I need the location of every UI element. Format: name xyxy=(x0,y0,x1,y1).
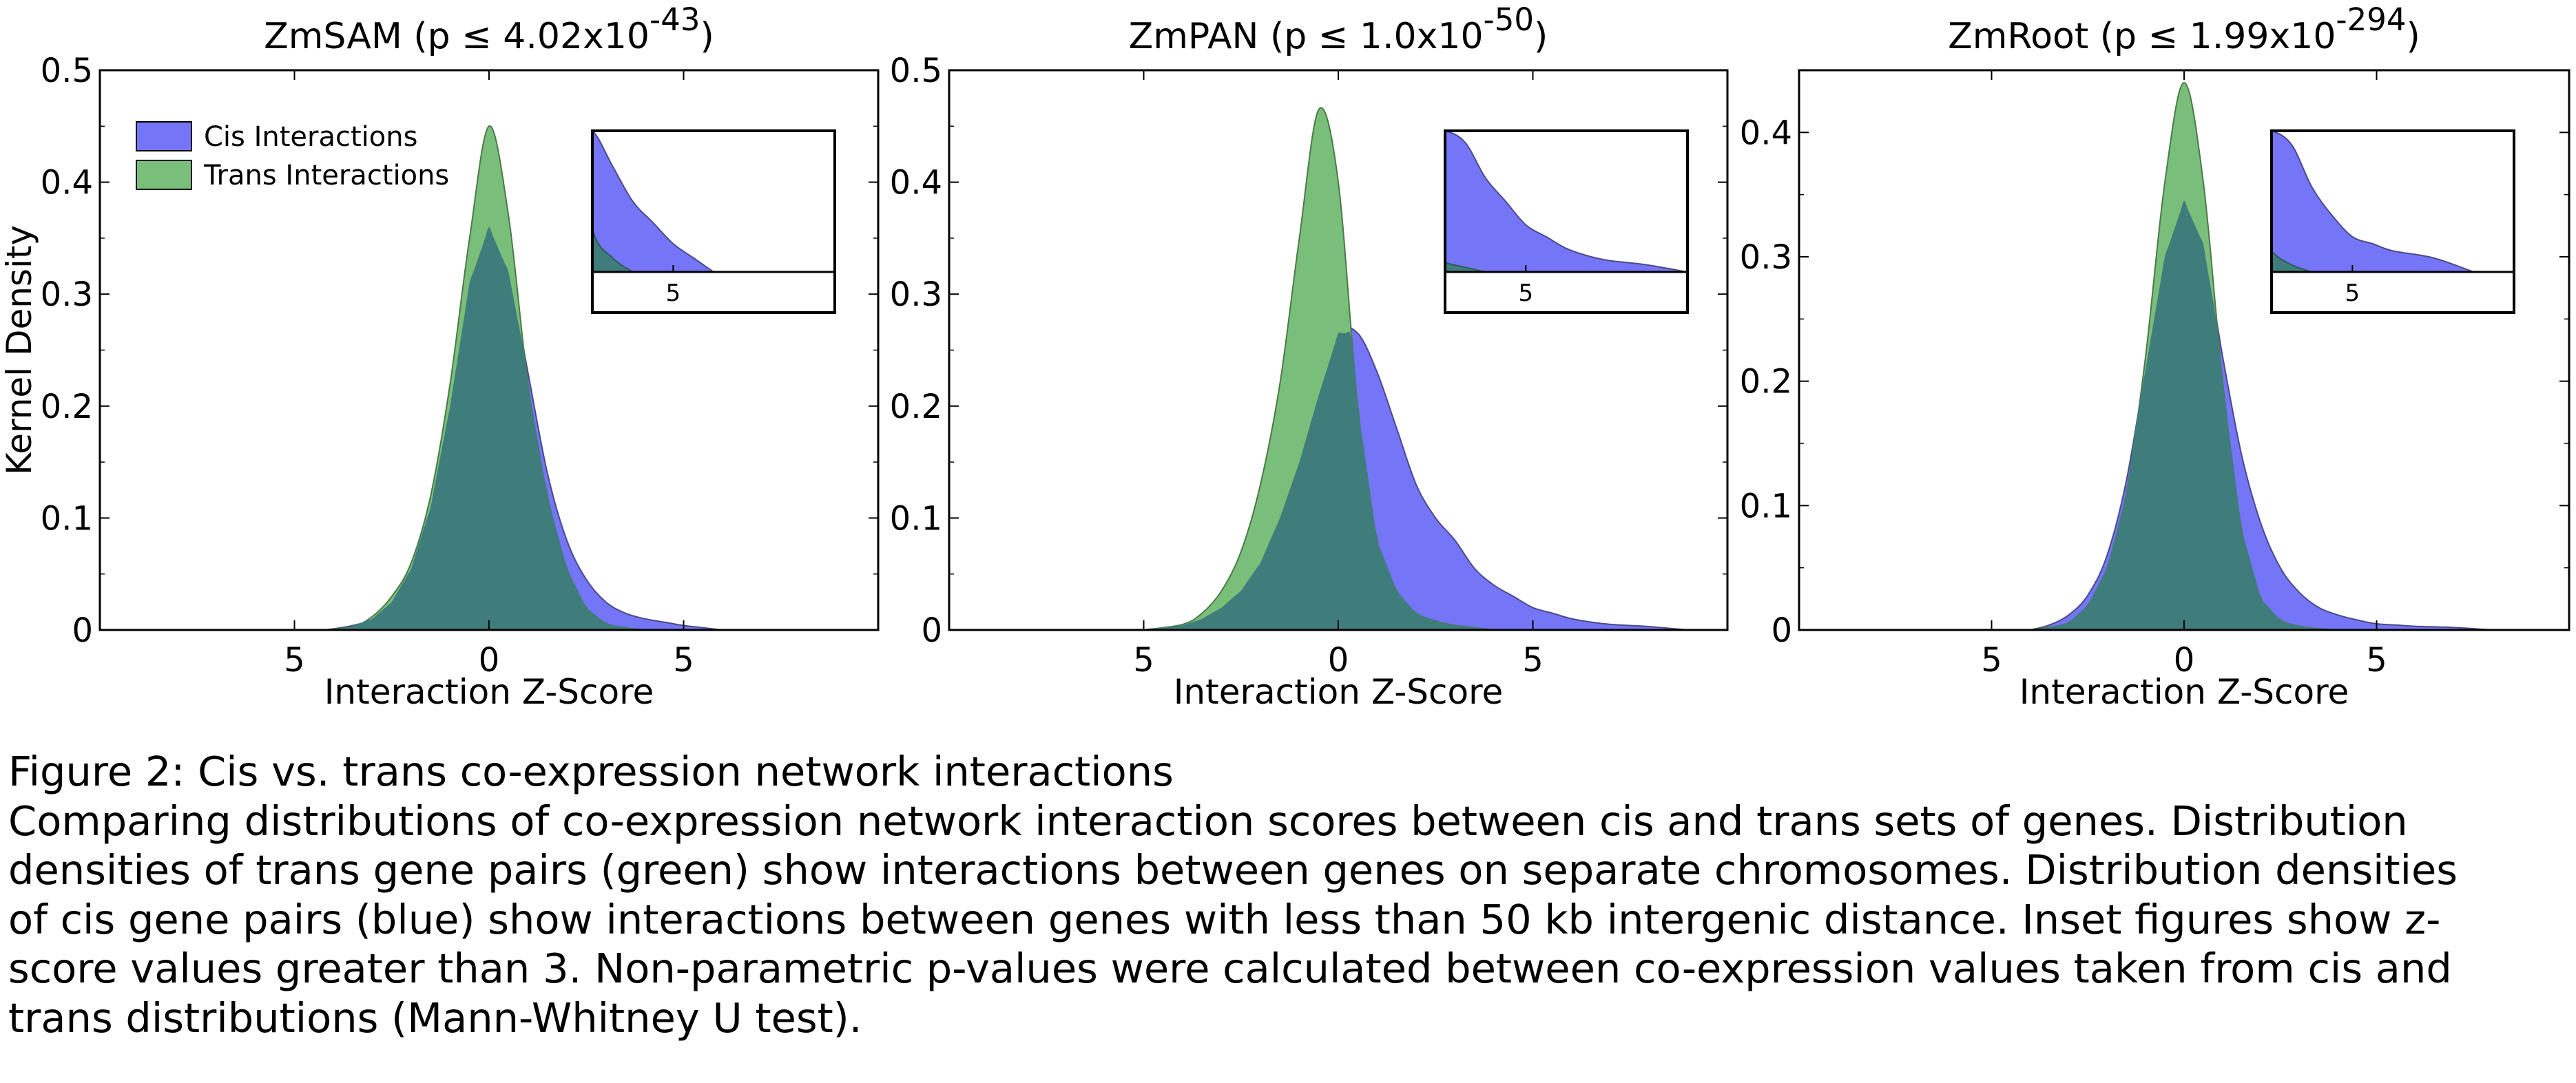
y-tick-label: 0 xyxy=(921,611,942,650)
x-tick-label: 5 xyxy=(1133,641,1154,680)
inset-x-tick-label: 5 xyxy=(1519,280,1534,307)
panel-3: ZmRoot (p ≤ 1.99x10-294) 0 0.1 0.2 0.3 0.4 5 0 5… xyxy=(1740,1,2570,712)
figure-caption: Figure 2: Cis vs. trans co-expression ne… xyxy=(8,747,2550,1042)
y-tick-label: 0.3 xyxy=(41,275,93,314)
inset-frame xyxy=(591,129,836,314)
y-tick-label: 0.4 xyxy=(41,164,93,202)
x-tick-label: 5 xyxy=(673,641,694,680)
y-tick-label: 0 xyxy=(72,611,93,650)
x-axis-label: Interaction Z-Score xyxy=(2019,672,2349,712)
inset-cis-area xyxy=(2272,131,2474,272)
plot-area xyxy=(949,107,1727,630)
inset-plot-area xyxy=(592,131,715,272)
y-tick-label: 0.1 xyxy=(890,499,942,538)
y-tick-label: 0.1 xyxy=(41,499,93,538)
y-tick-label: 0.4 xyxy=(1740,114,1792,152)
inset: 5 xyxy=(591,129,836,314)
panel-title: ZmPAN (p ≤ 1.0x10-50) xyxy=(1129,1,1548,58)
inset-x-tick-label: 5 xyxy=(2345,280,2360,307)
y-tick-label: 0.5 xyxy=(890,52,942,90)
y-tick-label: 0 xyxy=(1771,611,1792,650)
y-tick-label: 0.3 xyxy=(890,275,942,314)
y-tick-label: 0.5 xyxy=(41,52,93,90)
y-tick-label: 0.2 xyxy=(890,388,942,426)
inset-trans-area xyxy=(1445,262,1486,272)
legend-label-cis: Cis Interactions xyxy=(204,121,417,153)
inset-trans-area xyxy=(2272,249,2313,272)
inset-x-tick-label: 5 xyxy=(666,280,681,307)
inset-frame xyxy=(1444,129,1689,314)
x-tick-label: 0 xyxy=(1328,641,1349,680)
inset-plot-area xyxy=(1445,131,1687,272)
overlap-area xyxy=(949,331,1727,630)
caption-line-3: of cis gene pairs (blue) show interactio… xyxy=(8,895,2441,943)
x-tick-label: 5 xyxy=(284,641,305,680)
y-tick-label: 0.2 xyxy=(1740,363,1792,401)
x-axis-label: Interaction Z-Score xyxy=(324,672,654,712)
x-tick-label: 5 xyxy=(1522,641,1544,680)
overlap-area xyxy=(1799,200,2569,630)
y-tick-label: 0.3 xyxy=(1740,238,1792,277)
x-tick-label: 0 xyxy=(2174,641,2195,680)
inset-trans-area xyxy=(592,227,634,272)
x-tick-label: 5 xyxy=(2366,641,2387,680)
inset: 5 xyxy=(1444,129,1689,314)
y-axis-label: Kernel Density xyxy=(0,225,39,475)
caption-line-2: densities of trans gene pairs (green) sh… xyxy=(8,846,2458,894)
inset-plot-area xyxy=(2272,131,2474,272)
y-tick-label: 0.2 xyxy=(41,388,93,426)
inset: 5 xyxy=(2270,129,2515,314)
panel-2: ZmPAN (p ≤ 1.0x10-50) 0 0.1 0.2 0.3 0.4 0.5 5 0 5… xyxy=(890,1,1729,712)
plot-area xyxy=(100,125,878,630)
legend-swatch-trans xyxy=(136,160,192,190)
panel-title: ZmRoot (p ≤ 1.99x10-294) xyxy=(1948,1,2420,58)
panel-title: ZmSAM (p ≤ 4.02x10-43) xyxy=(264,1,714,58)
x-tick-label: 0 xyxy=(479,641,500,680)
inset-cis-area xyxy=(592,131,715,272)
caption-line-4: score values greater than 3. Non-paramet… xyxy=(8,945,2452,992)
y-tick-label: 0.1 xyxy=(1740,487,1792,525)
overlap-area xyxy=(100,227,878,630)
x-axis-label: Interaction Z-Score xyxy=(1174,672,1504,712)
caption-line-1: Comparing distributions of co-expression… xyxy=(8,797,2408,845)
caption-line-5: trans distributions (Mann-Whitney U test… xyxy=(8,993,862,1042)
panel-1: ZmSAM (p ≤ 4.02x10-43) 0 0.1 0.2 0.3 0.4 0.5 5 0… xyxy=(0,1,880,712)
inset-frame xyxy=(2270,129,2515,314)
legend: Cis Interactions Trans Interactions xyxy=(136,121,449,191)
figure-2-kde-plots: ZmSAM (p ≤ 4.02x10-43) 0 0.1 0.2 0.3 0.4 0.5 5 0… xyxy=(0,1,2570,712)
caption-title: Figure 2: Cis vs. trans co-expression ne… xyxy=(8,748,1174,795)
inset-cis-area xyxy=(1445,131,1687,272)
legend-label-trans: Trans Interactions xyxy=(203,160,449,191)
x-tick-label: 5 xyxy=(1981,641,2002,680)
legend-swatch-cis xyxy=(136,121,192,151)
y-tick-label: 0.4 xyxy=(890,164,942,202)
